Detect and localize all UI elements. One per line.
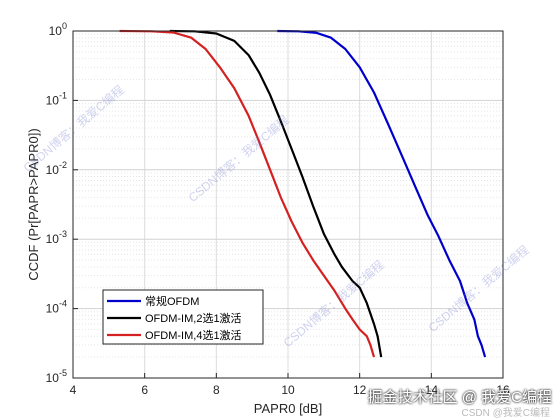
legend-label: 常规OFDM [145,294,199,308]
legend: 常规OFDM OFDM-IM,2选1激活 OFDM-IM,4选1激活 [102,289,264,345]
series-line-1 [277,29,487,358]
legend-label: OFDM-IM,2选1激活 [145,311,242,325]
y-tick-label: 10-4 [46,299,67,316]
x-axis-label: PAPR0 [dB] [254,401,322,416]
y-tick-label: 10-5 [46,368,67,385]
series-lines [119,29,487,358]
x-tick-label: 14 [425,383,439,397]
legend-label: OFDM-IM,4选1激活 [145,328,242,342]
series-line-3 [119,29,376,358]
x-tick-label: 10 [281,383,295,397]
series-line-2 [169,29,383,358]
y-axis-label: CCDF (Pr[PAPR>PAPR0]) [26,128,41,280]
x-axis-ticks: 4 6 8 10 12 14 16 [70,373,510,397]
credit-subtext: CSDN @我爱C编程 [461,408,551,419]
x-tick-label: 16 [496,383,510,397]
y-axis-ticks: 100 10-1 10-2 10-3 10-4 10-5 [46,21,78,385]
y-tick-label: 10-3 [46,229,67,246]
x-tick-label: 6 [141,383,148,397]
y-tick-label: 10-1 [46,90,67,107]
y-tick-label: 100 [49,21,67,38]
credit-text: 掘金技术社区 @ 我爱C编程 [367,389,552,406]
y-tick-label: 10-2 [46,160,67,177]
x-tick-label: 12 [353,383,367,397]
x-tick-label: 4 [70,383,77,397]
x-tick-label: 8 [213,383,220,397]
